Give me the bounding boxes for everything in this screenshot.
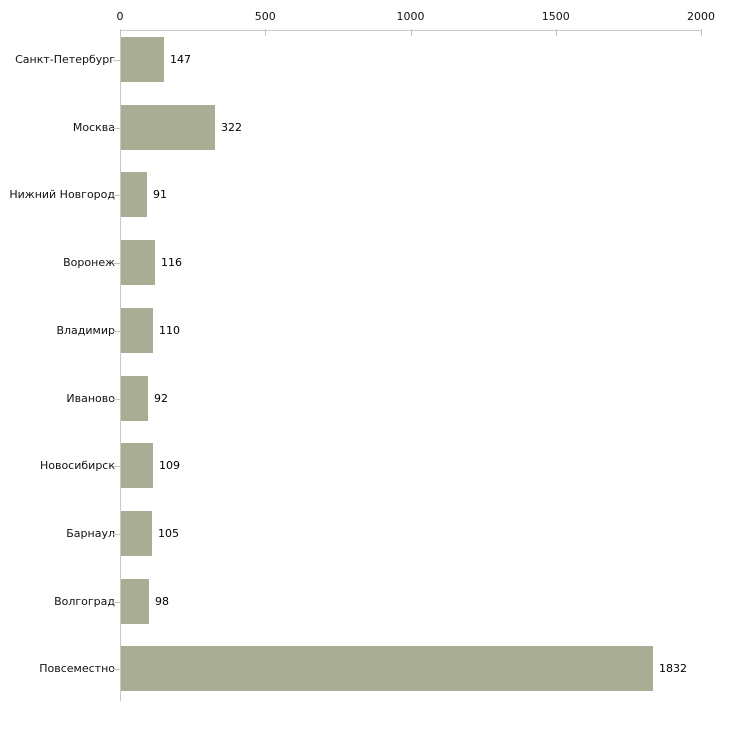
category-label: Новосибирск — [39, 458, 115, 472]
bar — [121, 443, 153, 488]
value-label: 1832 — [659, 661, 687, 675]
value-label: 109 — [159, 458, 180, 472]
value-label: 110 — [159, 323, 180, 337]
y-axis-line — [120, 30, 121, 701]
x-tick-mark — [410, 29, 412, 36]
category-tick-mark — [113, 263, 120, 264]
category-label: Повсеместно — [39, 661, 115, 675]
value-label: 91 — [153, 187, 167, 201]
category-label: Барнаул — [66, 526, 115, 540]
bar — [121, 37, 164, 82]
category-label: Нижний Новгород — [9, 187, 115, 201]
category-tick-mark — [113, 399, 120, 400]
x-tick-label: 500 — [254, 10, 276, 23]
category-tick-mark — [113, 128, 120, 129]
bar — [121, 646, 653, 691]
category-tick-mark — [113, 60, 120, 61]
category-label: Санкт-Петербург — [15, 52, 115, 66]
bar — [121, 240, 155, 285]
value-label: 116 — [161, 255, 182, 269]
x-tick-mark — [120, 29, 121, 36]
category-tick-mark — [113, 331, 120, 332]
value-label: 98 — [155, 594, 169, 608]
value-label: 105 — [158, 526, 179, 540]
x-tick-mark — [265, 29, 267, 36]
bar — [121, 172, 147, 217]
value-label: 322 — [221, 120, 242, 134]
category-tick-mark — [113, 195, 120, 196]
bar — [121, 105, 215, 150]
category-label: Иваново — [66, 391, 115, 405]
bar — [121, 511, 152, 556]
x-tick-mark — [701, 29, 702, 36]
category-tick-mark — [113, 466, 120, 467]
category-tick-mark — [113, 669, 120, 670]
value-label: 147 — [170, 52, 191, 66]
bar — [121, 579, 149, 624]
value-label: 92 — [154, 391, 168, 405]
x-tick-label: 0 — [116, 10, 124, 23]
category-label: Москва — [72, 120, 115, 134]
bar — [121, 308, 153, 353]
x-tick-label: 1000 — [396, 10, 425, 23]
category-tick-mark — [113, 602, 120, 603]
category-label: Владимир — [56, 323, 115, 337]
category-tick-mark — [113, 534, 120, 535]
x-tick-label: 2000 — [687, 10, 715, 23]
bar — [121, 376, 148, 421]
x-tick-mark — [555, 29, 557, 36]
category-label: Волгоград — [54, 594, 115, 608]
x-tick-label: 1500 — [541, 10, 570, 23]
category-label: Воронеж — [63, 255, 115, 269]
